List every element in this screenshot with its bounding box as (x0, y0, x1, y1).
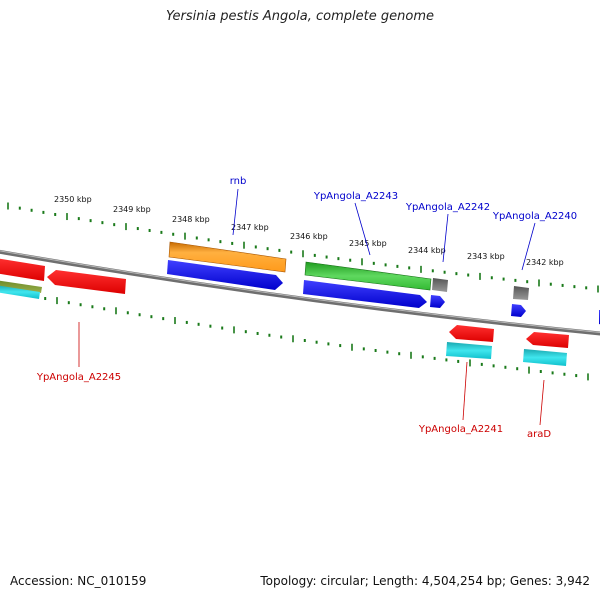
scale-label-2344: 2344 kbp (408, 246, 446, 255)
scale-label-2346: 2346 kbp (290, 232, 328, 241)
gene-ypangola-a2245[interactable] (47, 270, 126, 294)
outer-scale-ticks (7, 202, 599, 293)
gene-arad[interactable] (526, 332, 569, 348)
scale-label-2342: 2342 kbp (526, 258, 564, 267)
genome-backbone (0, 249, 600, 336)
genome-title: Yersinia pestis Angola, complete genome (166, 9, 434, 24)
a2242-pointer (442, 213, 449, 263)
accession-text: Accession: NC_010159 (10, 574, 147, 588)
gene-ypangola-a2243[interactable] (304, 261, 432, 291)
gene-ypangola-a2242[interactable] (432, 278, 448, 292)
a2240-pointer (521, 222, 536, 271)
gene-label-arad[interactable]: araD (527, 429, 551, 440)
inner-scale-ticks (8, 290, 589, 381)
scale-label-2350: 2350 kbp (54, 195, 92, 204)
topology-text: Topology: circular; Length: 4,504,254 bp… (260, 574, 590, 588)
gene-label-ypangola-a2241[interactable]: YpAngola_A2241 (418, 424, 503, 435)
scale-label-2345: 2345 kbp (349, 239, 387, 248)
arad-pointer (539, 379, 545, 426)
gene-blue-4[interactable] (511, 304, 526, 317)
scale-label-2347: 2347 kbp (231, 223, 269, 232)
scale-label-2348: 2348 kbp (172, 215, 210, 224)
gene-label-rnb[interactable]: rnb (230, 176, 247, 187)
a2241-pointer (462, 361, 468, 421)
gene-ypangola-a2240[interactable] (513, 286, 529, 300)
gene-rnb[interactable] (168, 241, 287, 273)
gene-blue-2[interactable] (303, 280, 427, 308)
gene-label-ypangola-a2243[interactable]: YpAngola_A2243 (313, 191, 398, 202)
gene-label-ypangola-a2242[interactable]: YpAngola_A2242 (405, 202, 490, 213)
gene-blue-1[interactable] (167, 260, 283, 290)
gene-red-left[interactable] (0, 258, 45, 281)
rnb-pointer (232, 188, 239, 236)
scale-label-2343: 2343 kbp (467, 252, 505, 261)
gene-cyan-a2241[interactable] (446, 342, 492, 359)
gene-cyan-arad[interactable] (523, 349, 567, 366)
gene-blue-3[interactable] (430, 295, 445, 308)
genome-backbone-highlight (0, 250, 600, 334)
a2243-pointer (354, 202, 371, 256)
gene-ypangola-a2241[interactable] (449, 325, 494, 342)
gene-label-ypangola-a2240[interactable]: YpAngola_A2240 (492, 211, 577, 222)
scale-label-2349: 2349 kbp (113, 205, 151, 214)
gene-label-ypangola-a2245[interactable]: YpAngola_A2245 (36, 372, 121, 383)
gene-cyan-left[interactable] (0, 285, 40, 299)
gene-olive-left[interactable] (0, 280, 42, 293)
